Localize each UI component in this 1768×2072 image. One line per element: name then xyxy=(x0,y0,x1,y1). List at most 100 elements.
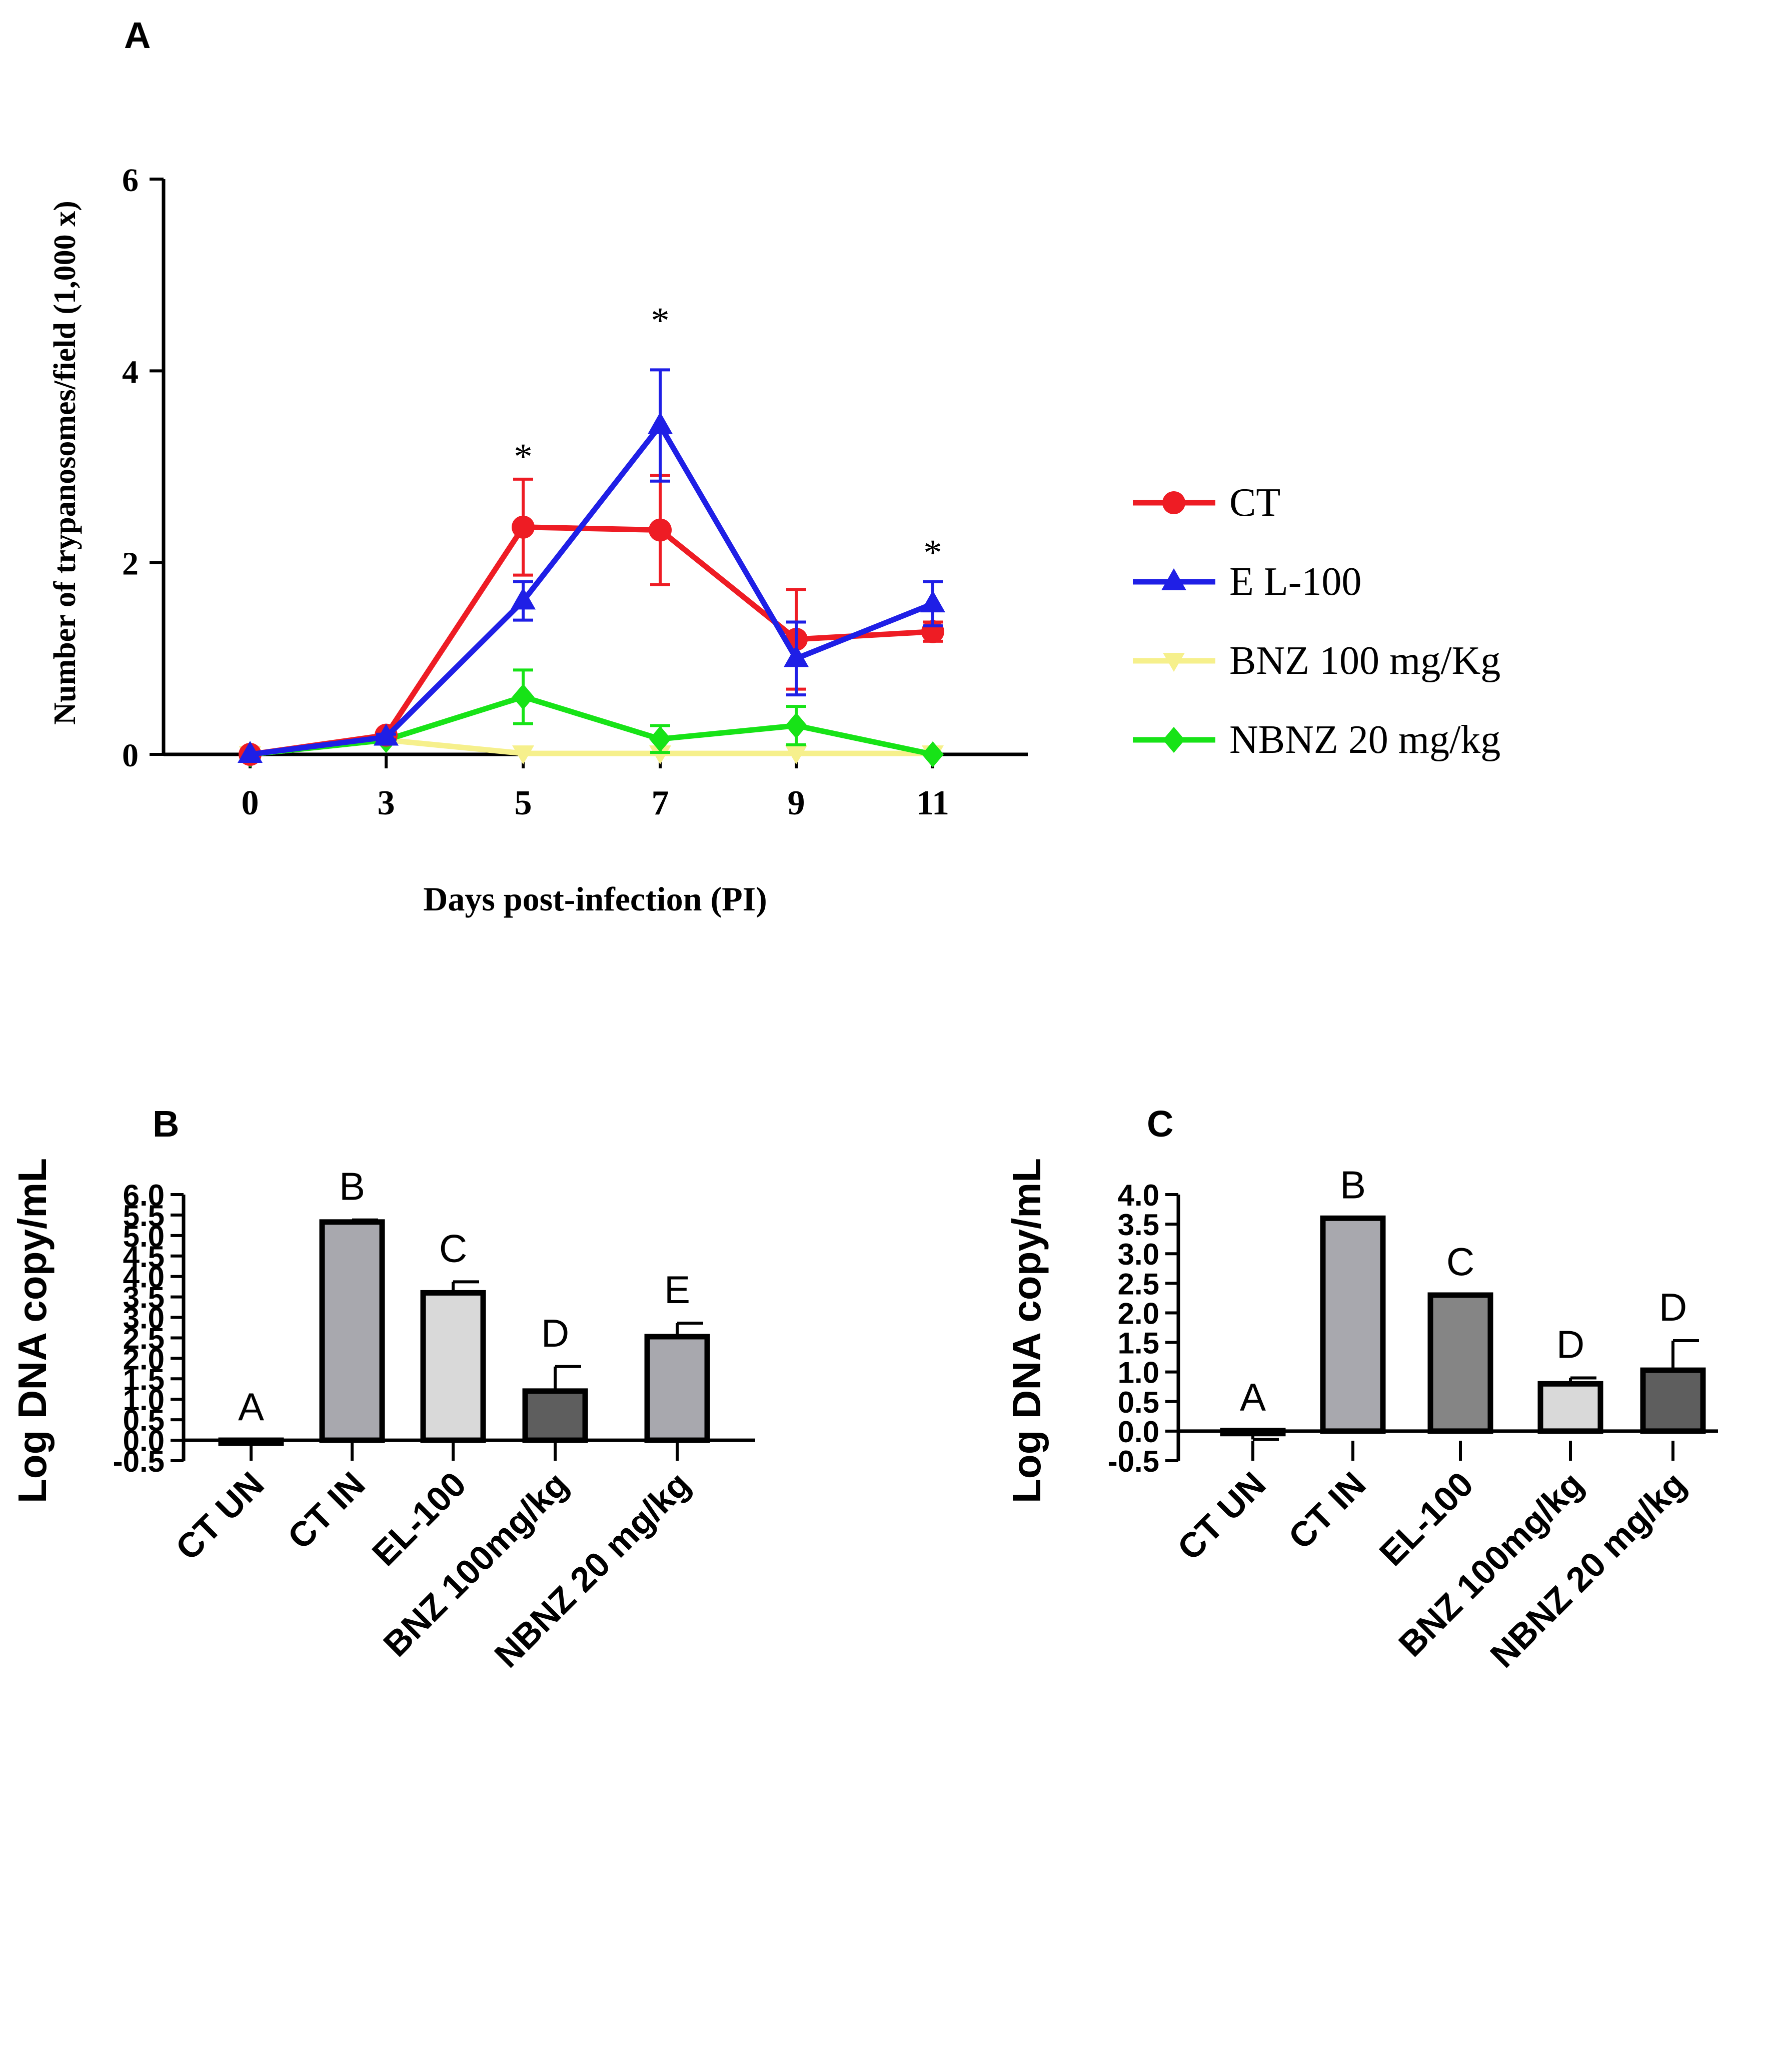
data-point xyxy=(374,723,399,746)
significance-letter: A xyxy=(238,1385,264,1429)
significance-letter: C xyxy=(1446,1240,1474,1284)
data-point xyxy=(648,412,673,434)
y-tick-label: 0 xyxy=(122,737,139,774)
y-tick-label: 5.5 xyxy=(123,1199,165,1233)
bar xyxy=(1640,1367,1706,1434)
data-point xyxy=(511,587,536,610)
y-tick-label: 4 xyxy=(122,354,139,390)
y-tick-label: 1.5 xyxy=(123,1363,165,1396)
bar xyxy=(1320,1215,1386,1434)
significance-letter: B xyxy=(339,1165,365,1209)
y-axis-title: Log DNA copy/mL xyxy=(10,1158,55,1503)
legend-label: BNZ 100 mg/Kg xyxy=(1229,639,1500,683)
y-tick-label: 6 xyxy=(122,162,139,199)
x-tick-label: 3 xyxy=(378,784,395,822)
x-tick-label: 5 xyxy=(515,784,532,822)
legend-marker xyxy=(1161,568,1186,590)
bar-group xyxy=(1220,1428,1286,1441)
y-tick-label: 0.5 xyxy=(123,1404,165,1437)
y-tick-label: 2 xyxy=(122,546,139,582)
data-point xyxy=(649,518,672,542)
series-ct xyxy=(239,474,944,766)
y-tick-label: 5.0 xyxy=(123,1220,165,1253)
data-point xyxy=(649,745,671,765)
y-tick-label: 3.0 xyxy=(1118,1238,1159,1271)
bar xyxy=(319,1219,385,1443)
y-tick-label: 3.0 xyxy=(123,1302,165,1335)
x-axis-title: Days post-infection (PI) xyxy=(423,880,767,918)
legend: CT E L-100 BNZ 100 mg/Kg NBNZ 20 mg/kg xyxy=(1133,481,1500,762)
panel-b: B -0.50.00.51.01.52.02.53.03.54.04.55.05.… xyxy=(10,1103,755,1675)
significance-letter: E xyxy=(664,1268,690,1312)
significance-letter: D xyxy=(1556,1322,1584,1366)
bar-group xyxy=(522,1365,588,1443)
significance-star: * xyxy=(514,437,533,478)
bar xyxy=(1427,1292,1493,1434)
bar xyxy=(522,1388,588,1443)
y-tick-label: 3.5 xyxy=(1118,1208,1159,1242)
significance-letter: C xyxy=(439,1226,467,1270)
data-point xyxy=(784,645,809,667)
legend-label: CT xyxy=(1229,481,1280,525)
significance-letter: A xyxy=(1240,1375,1266,1419)
significance-letter: B xyxy=(1340,1163,1366,1207)
category-label: CT UN xyxy=(1170,1464,1273,1567)
y-tick-label: 0.5 xyxy=(1118,1386,1159,1419)
y-axis-title: Log DNA copy/mL xyxy=(1004,1158,1049,1503)
data-point xyxy=(512,515,535,539)
y-tick-label: 6.0 xyxy=(123,1179,165,1212)
significance-star: * xyxy=(924,532,942,573)
x-tick-label: 7 xyxy=(652,784,669,822)
y-tick-label: 1.0 xyxy=(1118,1356,1159,1390)
data-point xyxy=(512,684,534,710)
data-point xyxy=(785,745,807,765)
data-point xyxy=(922,741,944,767)
y-tick-label: 2.5 xyxy=(123,1322,165,1355)
panel-a: A 0 2 4 6 0 3 5 7 9 11 Days post-infection (PI) Numb… xyxy=(48,15,1500,918)
bar-group xyxy=(1640,1339,1706,1434)
data-point xyxy=(920,590,945,613)
y-tick-label: -0.5 xyxy=(1108,1445,1159,1478)
panel-letter-b: B xyxy=(153,1103,179,1145)
bar xyxy=(1220,1428,1286,1437)
significance-letter: D xyxy=(1659,1285,1687,1329)
legend-marker xyxy=(1163,727,1185,753)
bar xyxy=(420,1290,486,1443)
category-label: CT IN xyxy=(280,1464,372,1556)
data-point xyxy=(785,712,807,739)
significance-letter: D xyxy=(541,1311,569,1355)
data-point xyxy=(238,741,263,763)
y-tick-label: 0.0 xyxy=(1118,1415,1159,1449)
category-label: NBNZ 20 mg/kg xyxy=(1483,1464,1693,1675)
x-tick-label: 11 xyxy=(916,784,949,822)
legend-marker xyxy=(1162,491,1185,514)
legend-marker xyxy=(1163,653,1185,672)
panel-letter-a: A xyxy=(124,15,151,56)
y-tick-label: 0.0 xyxy=(123,1424,165,1458)
category-label: CT IN xyxy=(1281,1464,1373,1556)
y-tick-label: 4.5 xyxy=(123,1240,165,1274)
data-point xyxy=(512,745,534,765)
bar-group xyxy=(420,1280,486,1443)
x-tick-label: 0 xyxy=(242,784,259,822)
series-line xyxy=(250,423,934,757)
bar xyxy=(644,1334,710,1443)
x-tick-label: 9 xyxy=(788,784,805,822)
panel-letter-c: C xyxy=(1147,1103,1173,1145)
panel-c: C -0.50.00.51.01.52.02.53.03.54.0 Log DNA … xyxy=(1004,1103,1718,1675)
y-tick-label: 2.0 xyxy=(123,1342,165,1376)
category-label: EL-100 xyxy=(1372,1464,1480,1573)
bar-group xyxy=(1427,1292,1493,1434)
bar-group xyxy=(319,1218,385,1443)
y-tick-label: 3.5 xyxy=(123,1281,165,1315)
significance-star: * xyxy=(651,301,670,342)
category-label: CT UN xyxy=(168,1464,271,1567)
category-label: BNZ 100mg/kg xyxy=(1391,1464,1591,1664)
series-e-l-100 xyxy=(238,368,945,763)
legend-label: NBNZ 20 mg/kg xyxy=(1229,718,1500,762)
y-tick-label: 4.0 xyxy=(123,1261,165,1294)
bar-group xyxy=(644,1321,710,1443)
bar xyxy=(1537,1381,1603,1434)
y-tick-label: -0.5 xyxy=(113,1445,165,1478)
